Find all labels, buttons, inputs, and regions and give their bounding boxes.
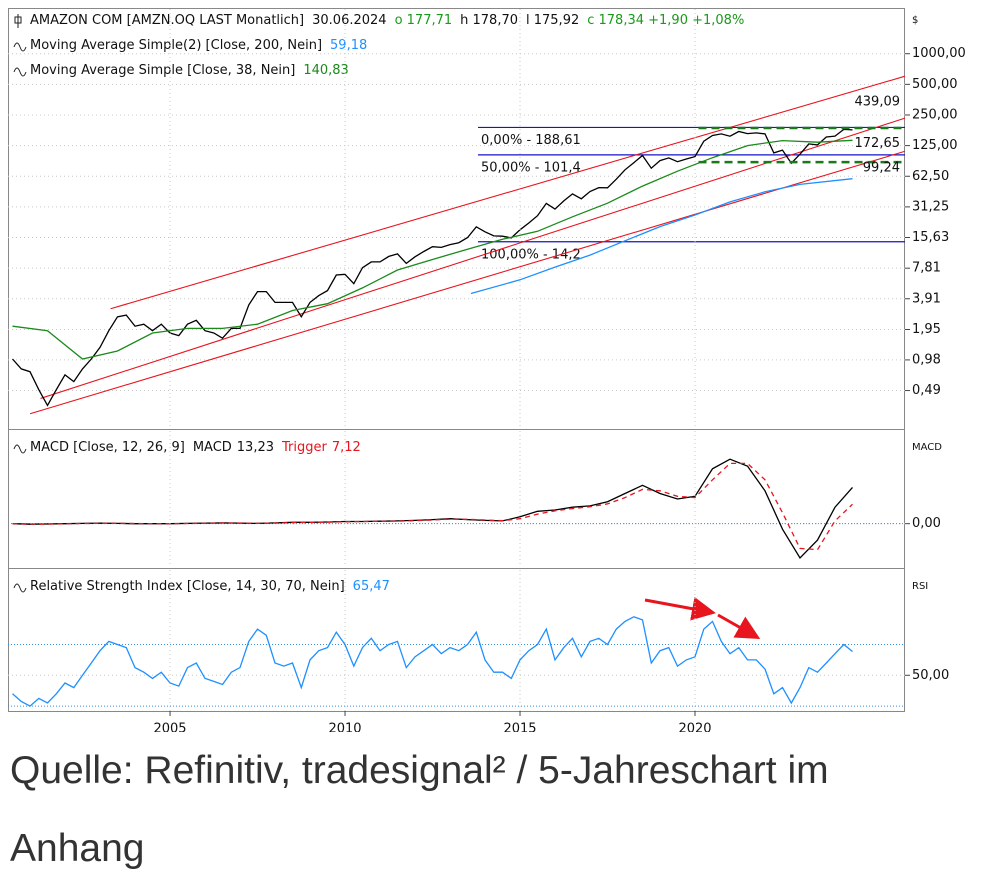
- title: MACD [Close, 12, 26, 9]: [30, 440, 185, 455]
- legend-line: Moving Average Simple(2) [Close, 200, Ne…: [30, 38, 367, 53]
- annotation-arrow: [717, 613, 761, 639]
- series-line: [470, 178, 853, 295]
- series-line: [12, 139, 853, 360]
- y-tick-label: 0,98: [912, 352, 941, 367]
- indicator-icon: [13, 444, 27, 454]
- legend-line: AMAZON COM [AMZN.OQ LAST Monatlich] 30.06…: [30, 13, 744, 28]
- series-line: [12, 462, 853, 551]
- legend-value: 13,23: [237, 440, 274, 455]
- y-tick-label: 50,00: [912, 668, 949, 683]
- x-tick-label: 2020: [678, 722, 711, 733]
- series-line: [12, 128, 853, 407]
- series-line: [12, 458, 853, 560]
- y-tick-label: 62,50: [912, 169, 949, 184]
- trend-line: [29, 150, 906, 415]
- trend-line: [40, 117, 906, 399]
- y-tick-label: 15,63: [912, 230, 949, 245]
- x-tick-label: 2010: [328, 722, 361, 733]
- quote-high: h 178,70: [460, 13, 518, 28]
- quote-close: c 178,34 +1,90 +1,08%: [587, 13, 744, 28]
- chart: AMAZON COM [AMZN.OQ LAST Monatlich] 30.06…: [8, 8, 966, 737]
- axis-label: $: [912, 15, 918, 26]
- legend-entry: MACD: [193, 440, 232, 455]
- price-icon: [14, 14, 22, 28]
- indicator-icon: [13, 583, 27, 593]
- y-tick-label: 7,81: [912, 261, 941, 276]
- trend-line: [110, 75, 906, 310]
- indicator-icon: [13, 42, 27, 52]
- caption: Quelle: Refinitiv, tradesignal² / 5-Jahr…: [10, 749, 829, 870]
- fib-label: 100,00% - 14,2: [481, 247, 581, 262]
- level-label: 439,09: [855, 95, 901, 110]
- legend-value: 7,12: [332, 440, 361, 455]
- legend-line: Moving Average Simple [Close, 38, Nein] 1…: [30, 63, 349, 78]
- level-label: 99,24: [863, 160, 900, 175]
- level-label: 172,65: [855, 136, 901, 151]
- y-tick-label: 125,00: [912, 138, 958, 153]
- y-tick-label: 31,25: [912, 199, 949, 214]
- legend-line: MACD [Close, 12, 26, 9] MACD 13,23 Trigger 7…: [30, 440, 361, 455]
- legend-line: Relative Strength Index [Close, 14, 30, …: [30, 579, 390, 594]
- y-tick-label: 250,00: [912, 107, 958, 122]
- quote-date: 30.06.2024: [312, 13, 386, 28]
- y-tick-label: 1,95: [912, 322, 941, 337]
- title: AMAZON COM [AMZN.OQ LAST Monatlich]: [30, 13, 304, 28]
- y-tick-label: 500,00: [912, 77, 958, 92]
- axis-label: RSI: [912, 581, 928, 592]
- series-line: [12, 616, 853, 707]
- y-tick-label: 0,49: [912, 383, 941, 398]
- y-tick-label: 1000,00: [912, 46, 966, 61]
- legend-value: 59,18: [330, 38, 367, 53]
- quote-low: l 175,92: [526, 13, 579, 28]
- x-tick-label: 2005: [153, 722, 186, 733]
- x-tick-label: 2015: [503, 722, 536, 733]
- legend-value: 140,83: [303, 63, 349, 78]
- y-tick-label: 3,91: [912, 291, 941, 306]
- title: Relative Strength Index [Close, 14, 30, …: [30, 579, 345, 594]
- fib-label: 0,00% - 188,61: [481, 133, 581, 148]
- y-tick-label: 0,00: [912, 516, 941, 531]
- indicator-icon: [13, 67, 27, 77]
- annotation-arrow: [644, 596, 716, 621]
- legend-value: 65,47: [353, 579, 390, 594]
- fib-label: 50,00% - 101,4: [481, 160, 581, 175]
- legend-entry: Trigger: [281, 440, 327, 455]
- legend-entry: Moving Average Simple(2) [Close, 200, Ne…: [30, 38, 322, 53]
- legend-entry: Moving Average Simple [Close, 38, Nein]: [30, 63, 295, 78]
- legend-icons: [13, 14, 27, 593]
- axis-label: MACD: [912, 442, 942, 453]
- quote-open: o 177,71: [395, 13, 453, 28]
